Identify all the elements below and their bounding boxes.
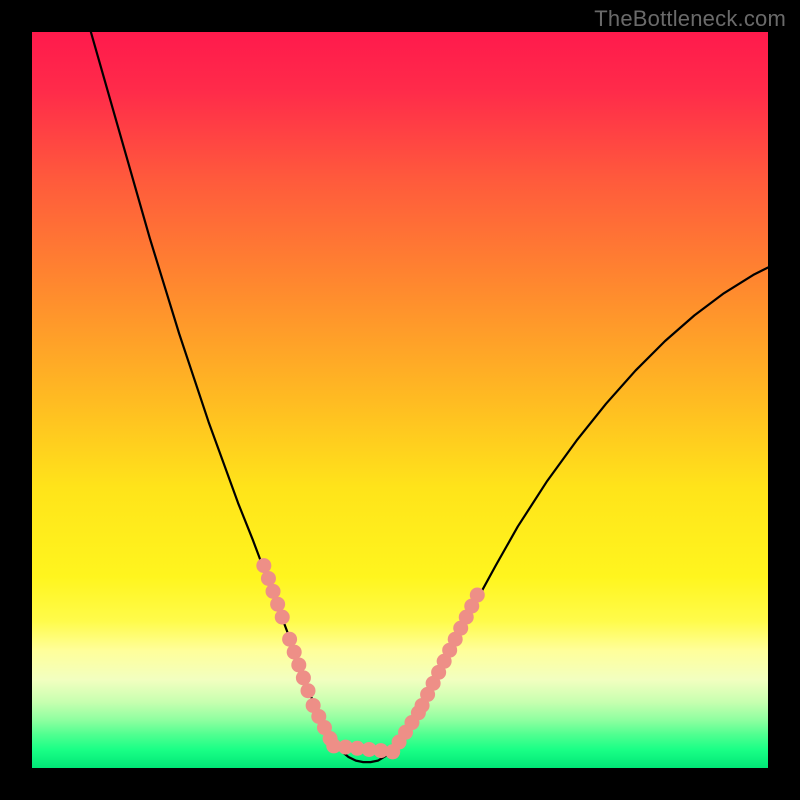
figure-frame: TheBottleneck.com (0, 0, 800, 800)
overlay-dot (282, 632, 297, 647)
overlay-dot (296, 670, 311, 685)
overlay-dot (287, 645, 302, 660)
overlay-dot (270, 597, 285, 612)
plot-background (32, 32, 768, 768)
overlay-dot (291, 657, 306, 672)
overlay-dot (266, 584, 281, 599)
overlay-dot (470, 588, 485, 603)
overlay-dot (261, 571, 276, 586)
overlay-dot (256, 558, 271, 573)
overlay-dot (301, 683, 316, 698)
watermark-text: TheBottleneck.com (594, 6, 786, 32)
overlay-dot (275, 610, 290, 625)
plot-outer (0, 0, 800, 800)
chart-svg (0, 0, 800, 800)
